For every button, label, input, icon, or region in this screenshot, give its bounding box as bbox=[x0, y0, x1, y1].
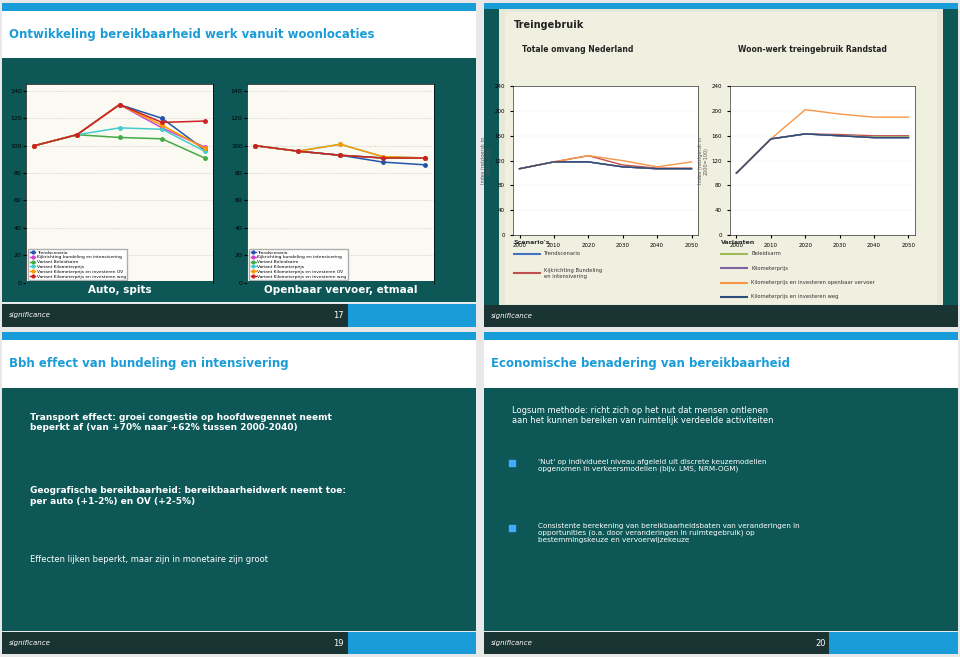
Text: Varianten: Varianten bbox=[721, 240, 756, 246]
Y-axis label: Index (reizigersk m
2000=100): Index (reizigersk m 2000=100) bbox=[481, 137, 492, 184]
Text: 20: 20 bbox=[815, 639, 826, 648]
Legend: Trendscenario, Kijkrichting bundeling en intensivering, Variant Beleidsarm, Vari: Trendscenario, Kijkrichting bundeling en… bbox=[28, 249, 128, 281]
Text: Openbaar vervoer, etmaal: Openbaar vervoer, etmaal bbox=[264, 284, 417, 295]
Text: significance: significance bbox=[491, 640, 533, 646]
Text: 19: 19 bbox=[333, 639, 344, 648]
Y-axis label: Index (reizigersk m
2000=100): Index (reizigersk m 2000=100) bbox=[698, 137, 708, 184]
Text: Kilometerprijs en investeren openbaar vervoer: Kilometerprijs en investeren openbaar ve… bbox=[752, 280, 876, 285]
Text: Consistente berekening van bereikbaarheidsbaten van veranderingen in
opportuniti: Consistente berekening van bereikbaarhei… bbox=[538, 523, 800, 543]
Text: Auto, spits: Auto, spits bbox=[87, 284, 152, 295]
Text: Totale omvang Nederland: Totale omvang Nederland bbox=[522, 45, 634, 54]
Text: significance: significance bbox=[9, 640, 51, 646]
Text: 'Nut' op individueel niveau afgeleid uit discrete keuzemodellen
opgenomen in ver: 'Nut' op individueel niveau afgeleid uit… bbox=[538, 459, 766, 472]
Text: Geografische bereikbaarheid: bereikbaarheidwerk neemt toe:
per auto (+1-2%) en O: Geografische bereikbaarheid: bereikbaarh… bbox=[30, 486, 346, 506]
Text: 17: 17 bbox=[333, 311, 344, 320]
Text: Scenario's: Scenario's bbox=[514, 240, 550, 246]
Text: Kijkrichting Bundeling
en intensivering: Kijkrichting Bundeling en intensivering bbox=[543, 268, 602, 279]
Text: Ontwikkeling bereikbaarheid werk vanuit woonlocaties: Ontwikkeling bereikbaarheid werk vanuit … bbox=[9, 28, 374, 41]
Legend: Trendscenario, Kijkrichting bundeling en intensivering, Variant Beleidsarm, Vari: Trendscenario, Kijkrichting bundeling en… bbox=[249, 249, 348, 281]
Text: Trendscenario: Trendscenario bbox=[543, 251, 581, 256]
Text: Treingebruik: Treingebruik bbox=[514, 20, 584, 30]
Text: Effecten lijken beperkt, maar zijn in monetaire zijn groot: Effecten lijken beperkt, maar zijn in mo… bbox=[30, 555, 268, 564]
Text: Beleidsarm: Beleidsarm bbox=[752, 251, 781, 256]
Text: significance: significance bbox=[9, 312, 51, 319]
Text: Economische benadering van bereikbaarheid: Economische benadering van bereikbaarhei… bbox=[491, 357, 790, 371]
Text: Logsum methode: richt zich op het nut dat mensen ontlenen
aan het kunnen bereike: Logsum methode: richt zich op het nut da… bbox=[512, 406, 773, 425]
Text: Kilometerprijs en investeren weg: Kilometerprijs en investeren weg bbox=[752, 294, 839, 300]
Text: Transport effect: groei congestie op hoofdwegennet neemt
beperkt af (van +70% na: Transport effect: groei congestie op hoo… bbox=[30, 413, 332, 432]
Text: Bbh effect van bundeling en intensivering: Bbh effect van bundeling en intensiverin… bbox=[9, 357, 289, 371]
Text: Kilometerprijs: Kilometerprijs bbox=[752, 265, 788, 271]
Text: significance: significance bbox=[491, 313, 533, 319]
Text: Woon-werk treingebruik Randstad: Woon-werk treingebruik Randstad bbox=[738, 45, 887, 54]
